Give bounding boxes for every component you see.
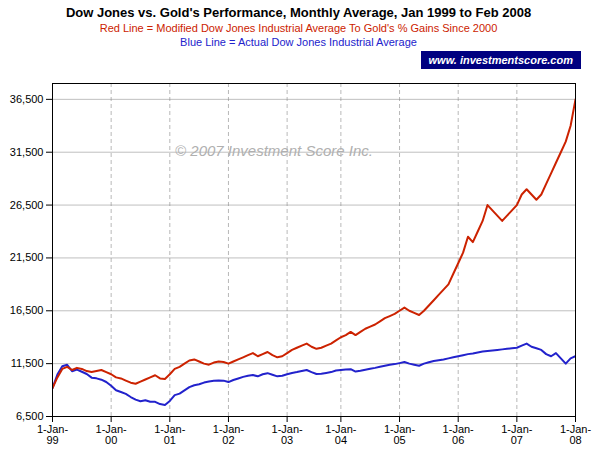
- html-text:Blue Line = Actual Dow Jones I: Blue Line = Actual Dow Jones Industrial …: [180, 36, 417, 48]
- svg-text:31,500: 31,500: [10, 146, 44, 158]
- html-text:Dow Jones vs. Gold's Performan: Dow Jones vs. Gold's Performance, Monthl…: [65, 5, 532, 20]
- svg-text:1-Jan-08: 1-Jan-08: [560, 423, 592, 446]
- svg-text:1-Jan-00: 1-Jan-00: [96, 423, 128, 446]
- svg-text:36,500: 36,500: [10, 93, 44, 105]
- svg-text:1-Jan-03: 1-Jan-03: [272, 423, 304, 446]
- svg-text:6,500: 6,500: [16, 410, 44, 422]
- svg-text:21,500: 21,500: [10, 251, 44, 263]
- svg-text:1-Jan-06: 1-Jan-06: [443, 423, 475, 446]
- svg-text:1-Jan-02: 1-Jan-02: [213, 423, 245, 446]
- svg-text:1-Jan-04: 1-Jan-04: [325, 423, 357, 446]
- html-text:Red Line = Modified Dow Jones: Red Line = Modified Dow Jones Industrial…: [99, 22, 498, 34]
- svg-text:1-Jan-01: 1-Jan-01: [154, 423, 186, 446]
- svg-text:© 2007 Investment Score Inc.: © 2007 Investment Score Inc.: [175, 142, 373, 159]
- svg-text:11,500: 11,500: [11, 357, 44, 369]
- svg-text:26,500: 26,500: [10, 199, 44, 211]
- svg-text:16,500: 16,500: [10, 304, 44, 316]
- svg-text:1-Jan-99: 1-Jan-99: [37, 423, 69, 446]
- svg-text:1-Jan-07: 1-Jan-07: [501, 423, 533, 446]
- svg-text:1-Jan-05: 1-Jan-05: [384, 423, 416, 446]
- html-text:www. investmentscore.com: www. investmentscore.com: [428, 54, 573, 66]
